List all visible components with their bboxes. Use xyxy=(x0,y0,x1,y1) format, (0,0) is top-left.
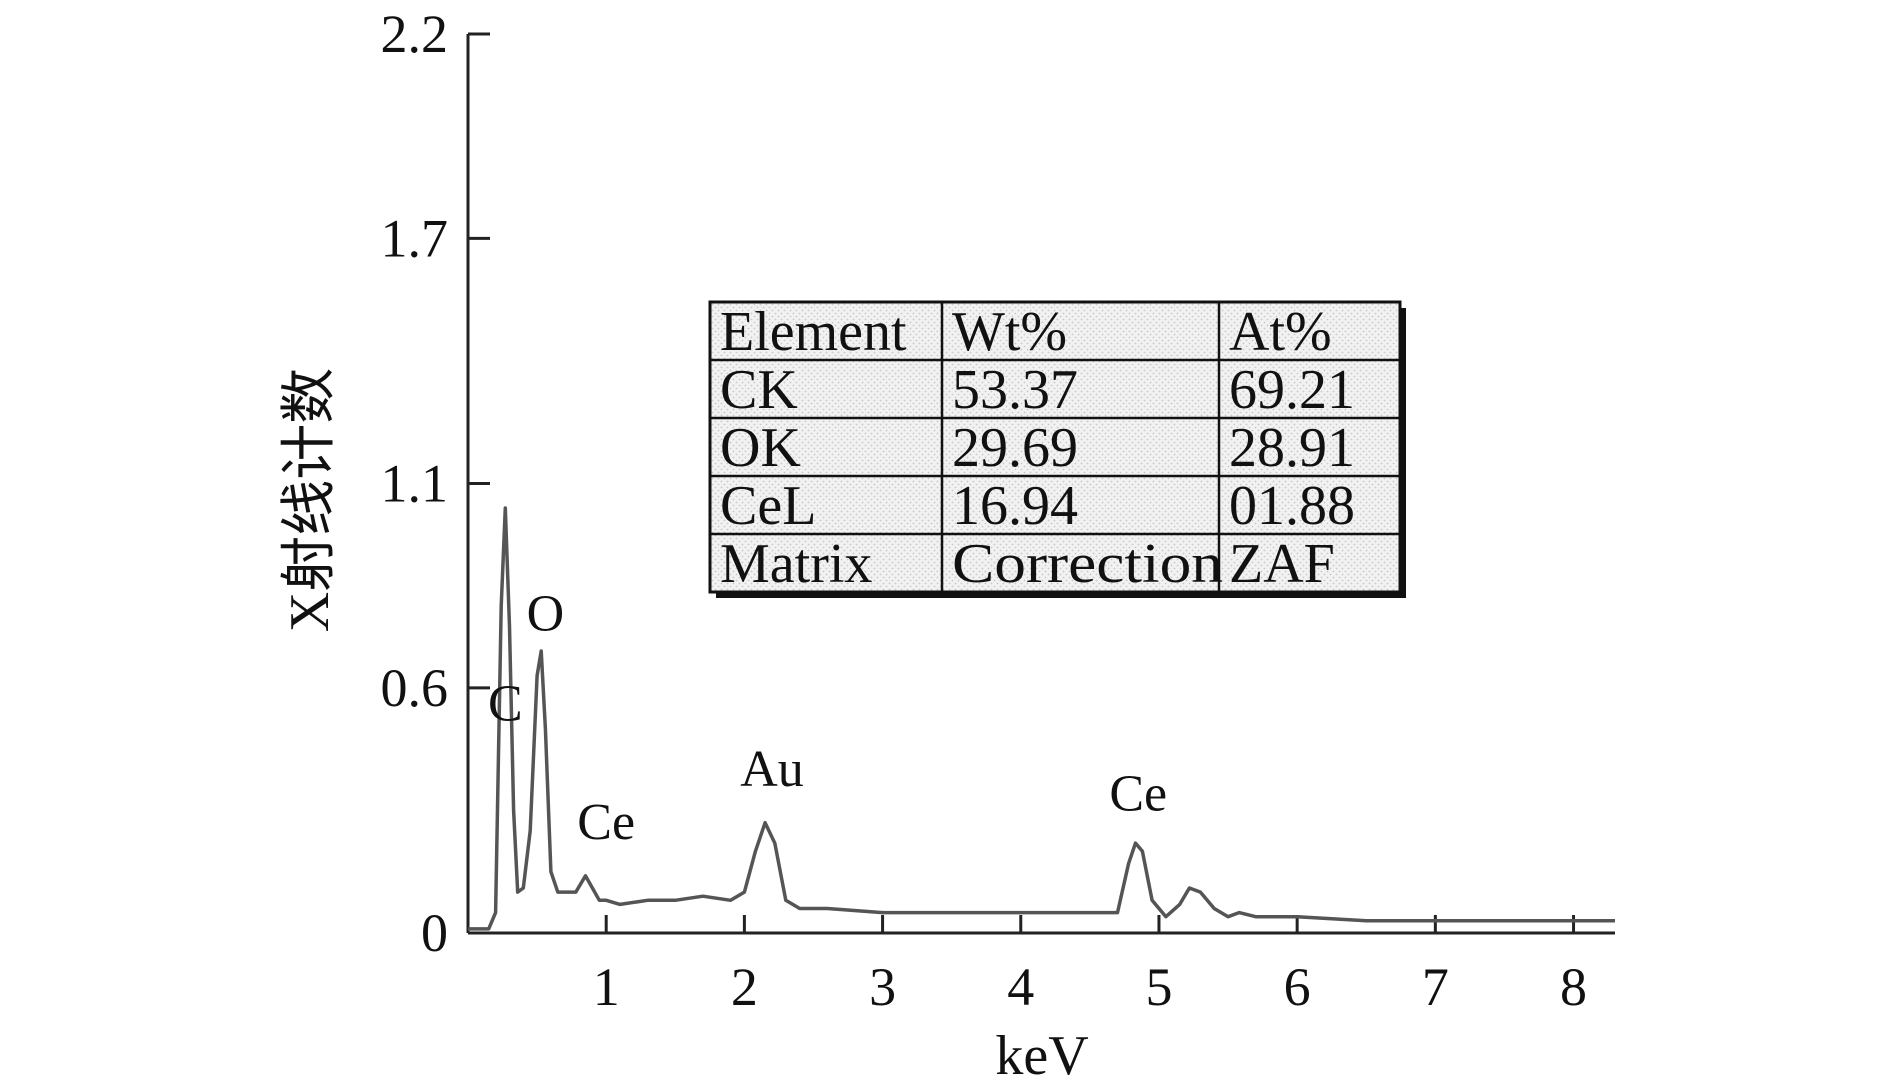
y-tick-label: 0.6 xyxy=(381,658,449,718)
spectrum-line xyxy=(468,506,1615,931)
x-tick-label: 7 xyxy=(1422,957,1449,1017)
peak-label: Au xyxy=(740,741,804,798)
peak-label: O xyxy=(527,586,565,643)
table-header-cell: At% xyxy=(1229,301,1332,363)
x-tick-label: 8 xyxy=(1560,957,1587,1017)
y-tick-label: 1.1 xyxy=(381,454,449,514)
peak-label: Ce xyxy=(1109,765,1167,822)
y-tick-label: 0 xyxy=(421,903,448,963)
table-cell: 29.69 xyxy=(952,417,1078,479)
peak-label: C xyxy=(488,676,523,733)
table-cell: CK xyxy=(720,359,798,421)
table-cell: 53.37 xyxy=(952,359,1078,421)
x-tick-label: 6 xyxy=(1284,957,1311,1017)
table-header-cell: Element xyxy=(720,301,907,363)
table-header-cell: Wt% xyxy=(952,301,1067,363)
table-cell: CeL xyxy=(720,475,816,537)
table-cell: 69.21 xyxy=(1229,359,1355,421)
x-tick-label: 4 xyxy=(1007,957,1034,1017)
composition-table: Element Wt% At% CK 53.37 69.21 OK 29.69 28.91 CeL… xyxy=(708,300,1406,598)
peak-labels: CO Ce Au Ce xyxy=(488,586,1167,851)
table-cell: 28.91 xyxy=(1229,417,1355,479)
x-tick-label: 2 xyxy=(731,957,758,1017)
table-background xyxy=(708,300,1402,594)
table-cell: 16.94 xyxy=(952,475,1078,537)
y-axis-ticks: 0 0.6 1.1 1.7 2.2 xyxy=(381,4,490,963)
x-tick-label: 3 xyxy=(869,957,896,1017)
table-cell: Correction xyxy=(952,533,1223,595)
x-axis-ticks: 1 2 3 4 5 6 7 8 xyxy=(593,915,1587,1017)
table-cell: OK xyxy=(720,417,801,479)
spectrum-series xyxy=(468,506,1615,931)
x-axis-title: keV xyxy=(995,1025,1088,1087)
table-cell: 01.88 xyxy=(1229,475,1355,537)
y-tick-label: 1.7 xyxy=(381,208,449,268)
x-tick-label: 1 xyxy=(593,957,620,1017)
y-axis-title: X射线计数 xyxy=(279,368,341,632)
y-tick-label: 2.2 xyxy=(381,4,449,64)
table-cell: Matrix xyxy=(720,533,872,595)
table-cell: ZAF xyxy=(1229,533,1335,595)
peak-label: Ce xyxy=(577,794,635,851)
x-tick-label: 5 xyxy=(1145,957,1172,1017)
